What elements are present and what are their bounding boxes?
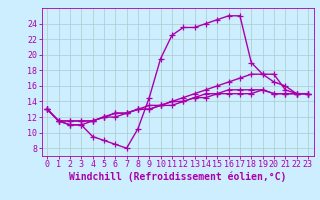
X-axis label: Windchill (Refroidissement éolien,°C): Windchill (Refroidissement éolien,°C) — [69, 172, 286, 182]
